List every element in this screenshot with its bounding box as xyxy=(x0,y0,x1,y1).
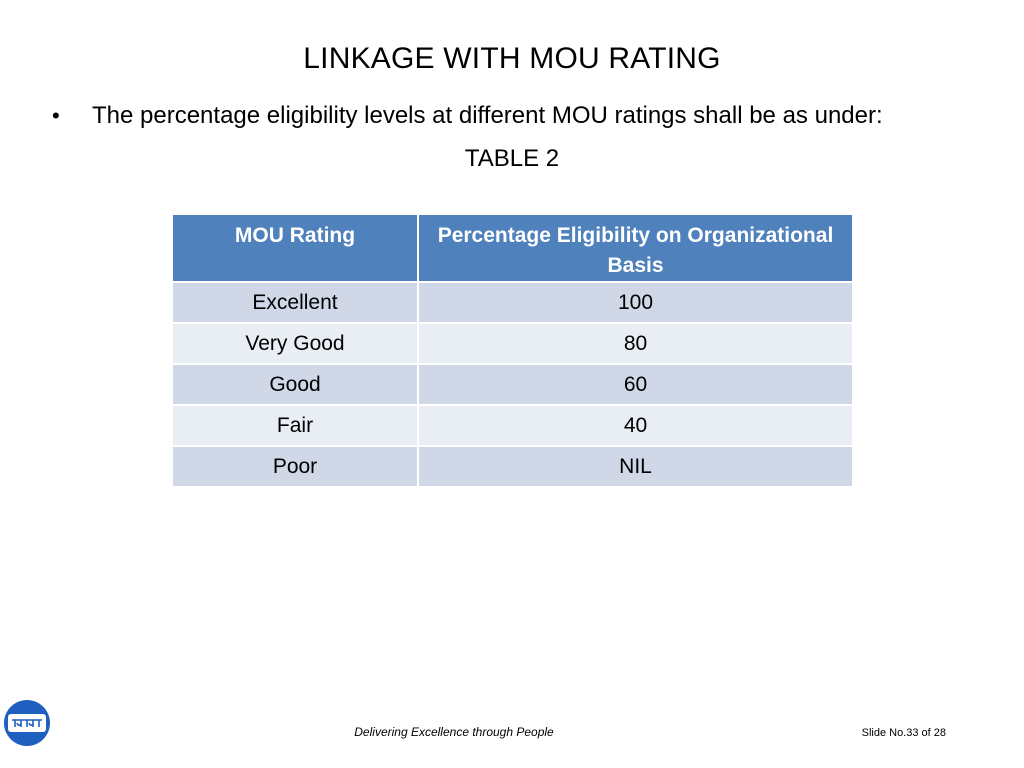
cell-percentage: 80 xyxy=(417,322,854,365)
cell-percentage: 40 xyxy=(417,404,854,447)
cell-percentage: NIL xyxy=(417,445,854,488)
bullet-text: The percentage eligibility levels at dif… xyxy=(92,102,883,129)
table-header-row: MOU Rating Percentage Eligibility on Org… xyxy=(171,213,854,283)
cell-percentage: 100 xyxy=(417,281,854,324)
logo-inner xyxy=(8,714,46,732)
cell-rating: Poor xyxy=(171,445,419,488)
cell-percentage: 60 xyxy=(417,363,854,406)
cell-rating: Fair xyxy=(171,404,419,447)
header-mou-rating: MOU Rating xyxy=(171,213,419,283)
table-row: Very Good 80 xyxy=(171,322,854,365)
table-row: Good 60 xyxy=(171,363,854,406)
header-percentage-eligibility: Percentage Eligibility on Organizational… xyxy=(417,213,854,283)
bullet-icon: • xyxy=(52,103,60,128)
cell-rating: Excellent xyxy=(171,281,419,324)
company-logo-icon xyxy=(4,700,50,746)
table-row: Excellent 100 xyxy=(171,281,854,324)
footer-tagline: Delivering Excellence through People xyxy=(354,725,554,739)
table-row: Poor NIL xyxy=(171,445,854,488)
table-caption: TABLE 2 xyxy=(464,145,560,172)
cell-rating: Good xyxy=(171,363,419,406)
slide-number: Slide No.33 of 28 xyxy=(861,727,946,739)
table-row: Fair 40 xyxy=(171,404,854,447)
mou-rating-table: MOU Rating Percentage Eligibility on Org… xyxy=(171,213,854,488)
slide-title: LINKAGE WITH MOU RATING xyxy=(303,42,721,75)
bullet-point: • The percentage eligibility levels at d… xyxy=(52,102,883,130)
logo-script-icon xyxy=(12,719,42,727)
cell-rating: Very Good xyxy=(171,322,419,365)
